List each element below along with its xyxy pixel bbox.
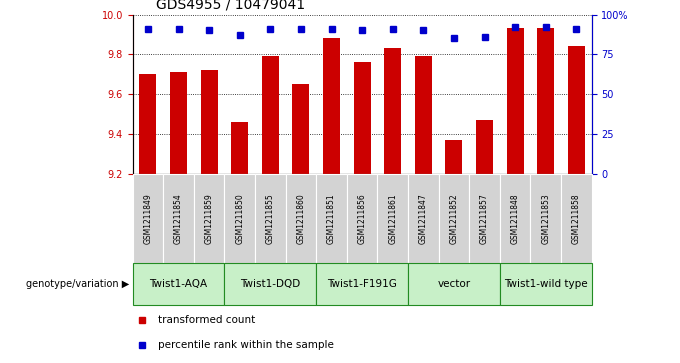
Bar [408,174,439,263]
Bar [377,174,408,263]
Text: GSM1211856: GSM1211856 [358,193,367,244]
Text: GSM1211861: GSM1211861 [388,193,397,244]
Bar [568,46,585,174]
Bar [323,38,340,174]
Bar [139,74,156,174]
Bar [133,263,224,305]
Text: GSM1211850: GSM1211850 [235,193,244,244]
Bar [255,174,286,263]
Bar [286,174,316,263]
Text: GSM1211852: GSM1211852 [449,193,458,244]
Bar [384,49,401,174]
Text: GSM1211859: GSM1211859 [205,193,214,244]
Text: GSM1211849: GSM1211849 [143,193,152,244]
Bar [507,29,524,174]
Bar [530,174,561,263]
Bar [354,62,371,174]
Bar [262,57,279,174]
Text: GDS4955 / 10479041: GDS4955 / 10479041 [156,0,305,12]
Text: percentile rank within the sample: percentile rank within the sample [158,340,334,350]
Bar [439,174,469,263]
Bar [561,174,592,263]
Bar [231,122,248,174]
Text: transformed count: transformed count [158,315,255,325]
Text: Twist1-F191G: Twist1-F191G [327,279,397,289]
Bar [445,140,462,174]
Text: Twist1-DQD: Twist1-DQD [240,279,301,289]
Text: GSM1211853: GSM1211853 [541,193,550,244]
Text: GSM1211858: GSM1211858 [572,193,581,244]
Text: Twist1-AQA: Twist1-AQA [150,279,207,289]
Text: GSM1211854: GSM1211854 [174,193,183,244]
Bar [194,174,224,263]
Bar [170,73,187,174]
Text: GSM1211857: GSM1211857 [480,193,489,244]
Text: GSM1211851: GSM1211851 [327,193,336,244]
Text: genotype/variation ▶: genotype/variation ▶ [26,279,129,289]
Bar [537,29,554,174]
Text: GSM1211855: GSM1211855 [266,193,275,244]
Bar [201,70,218,174]
Bar [316,263,408,305]
Bar [133,174,163,263]
Bar [292,85,309,174]
Bar [224,174,255,263]
Bar [500,263,592,305]
Bar [347,174,377,263]
Text: vector: vector [437,279,471,289]
Text: GSM1211848: GSM1211848 [511,193,520,244]
Text: GSM1211860: GSM1211860 [296,193,305,244]
Bar [415,57,432,174]
Bar [163,174,194,263]
Bar [408,263,500,305]
Bar [500,174,530,263]
Bar [316,174,347,263]
Bar [224,263,316,305]
Text: Twist1-wild type: Twist1-wild type [504,279,588,289]
Bar [469,174,500,263]
Text: GSM1211847: GSM1211847 [419,193,428,244]
Bar [476,121,493,174]
